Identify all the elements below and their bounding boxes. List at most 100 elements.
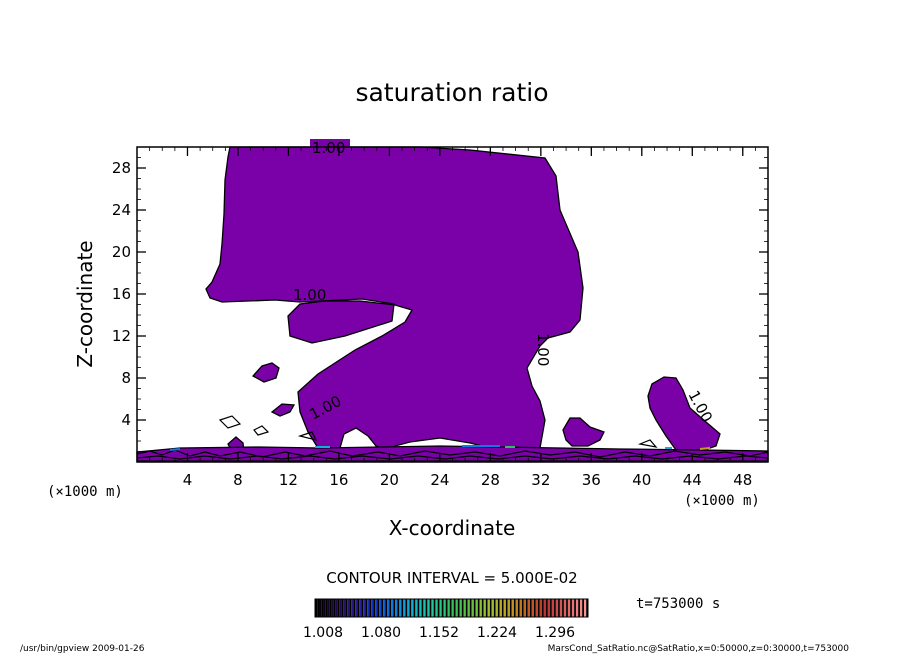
colorbar-stripe: [543, 599, 547, 617]
colorbar-stripe: [419, 599, 422, 617]
colorbar-gap: [321, 599, 324, 617]
colorbar-gap: [525, 599, 528, 617]
colorbar-stripe: [407, 599, 410, 617]
colorbar-tick-label: 1.080: [361, 625, 401, 641]
colorbar-labels: 1.008 1.080 1.152 1.224 1.296: [303, 625, 575, 641]
colorbar-gap: [509, 599, 512, 617]
colorbar-gap: [529, 599, 532, 617]
colorbar-stripe: [379, 599, 382, 617]
colorbar-stripe: [507, 599, 510, 617]
colorbar-gap: [461, 599, 464, 617]
colorbar-stripe: [567, 599, 571, 617]
colorbar-gap: [582, 599, 584, 617]
surface-color-tracers: [169, 445, 711, 451]
colorbar-gap: [421, 599, 424, 617]
colorbar-gap: [381, 599, 384, 617]
mid-left-blob: [270, 403, 296, 417]
colorbar-gap: [425, 599, 428, 617]
contour-label: 1.00: [312, 139, 345, 157]
colorbar-stripe: [467, 599, 470, 617]
colorbar-gap: [558, 599, 560, 617]
colorbar-stripe: [399, 599, 402, 617]
x-axis-ticks: 4 8 12 16 20 24 28 32 36 40 44 48: [136, 147, 769, 489]
colorbar-gap: [337, 599, 340, 617]
contour-interval-label: CONTOUR INTERVAL = 5.000E-02: [326, 569, 577, 587]
colorbar-gap: [497, 599, 500, 617]
colorbar-stripe: [451, 599, 454, 617]
colorbar-stripe: [455, 599, 458, 617]
colorbar-stripe: [479, 599, 482, 617]
colorbar-stripe: [559, 599, 563, 617]
y-axis-label: Z-coordinate: [73, 240, 97, 367]
x-tick-label: 16: [329, 471, 348, 489]
colorbar-gap: [437, 599, 440, 617]
colorbar-stripe: [359, 599, 362, 617]
colorbar-stripe: [555, 599, 559, 617]
colorbar-gap: [570, 599, 572, 617]
y-tick-label: 28: [112, 159, 131, 177]
colorbar-gap: [361, 599, 364, 617]
colorbar: [315, 599, 588, 617]
colorbar-stripe: [315, 599, 318, 617]
colorbar-gap: [329, 599, 332, 617]
time-label: t=753000 s: [636, 596, 720, 612]
colorbar-stripe: [431, 599, 434, 617]
colorbar-gap: [457, 599, 460, 617]
colorbar-gap: [333, 599, 336, 617]
colorbar-stripe: [415, 599, 418, 617]
footer-right: MarsCond_SatRatio.nc@SatRatio,x=0:50000,…: [548, 644, 850, 654]
colorbar-gap: [409, 599, 412, 617]
colorbar-stripe: [531, 599, 535, 617]
colorbar-stripe: [351, 599, 354, 617]
colorbar-gap: [574, 599, 576, 617]
colorbar-stripe: [435, 599, 438, 617]
colorbar-gap: [341, 599, 344, 617]
colorbar-gap: [397, 599, 400, 617]
colorbar-gap: [453, 599, 456, 617]
colorbar-stripe: [463, 599, 466, 617]
colorbar-stripe: [571, 599, 575, 617]
colorbar-stripe: [503, 599, 506, 617]
colorbar-gap: [385, 599, 388, 617]
x-tick-label: 48: [733, 471, 752, 489]
colorbar-stripe: [483, 599, 486, 617]
y-tick-label: 20: [112, 243, 131, 261]
contour-label: 1.00: [534, 333, 552, 366]
colorbar-gap: [449, 599, 452, 617]
colorbar-stripe: [343, 599, 346, 617]
colorbar-gap: [505, 599, 508, 617]
x-tick-label: 28: [481, 471, 500, 489]
left-blob: [251, 362, 280, 383]
colorbar-gap: [325, 599, 328, 617]
y-tick-label: 16: [112, 285, 131, 303]
colorbar-gap: [369, 599, 372, 617]
right-plume: [647, 376, 721, 453]
colorbar-stripe: [331, 599, 334, 617]
contour-label: 1.00: [293, 286, 326, 304]
colorbar-stripe: [491, 599, 494, 617]
colorbar-stripe: [367, 599, 370, 617]
y-axis-ticks: 4 8 12 16 20 24 28: [112, 146, 768, 463]
colorbar-stripe: [323, 599, 326, 617]
colorbar-gap: [357, 599, 360, 617]
colorbar-stripe: [487, 599, 490, 617]
colorbar-gap: [550, 599, 552, 617]
x-tick-label: 4: [183, 471, 193, 489]
colorbar-tick-label: 1.152: [419, 625, 459, 641]
colorbar-stripe: [447, 599, 450, 617]
colorbar-gap: [493, 599, 496, 617]
colorbar-gap: [405, 599, 408, 617]
colorbar-stripe: [391, 599, 394, 617]
x-axis-unit-left: (×1000 m): [47, 484, 123, 500]
colorbar-gap: [566, 599, 568, 617]
x-tick-label: 36: [582, 471, 601, 489]
colorbar-tick-label: 1.008: [303, 625, 343, 641]
x-tick-label: 24: [430, 471, 449, 489]
main-cloud-region: [205, 146, 584, 457]
x-axis-unit-right: (×1000 m): [684, 493, 760, 509]
colorbar-gap: [413, 599, 416, 617]
colorbar-gap: [417, 599, 420, 617]
right-lower-blob: [562, 417, 605, 447]
colorbar-gap: [353, 599, 356, 617]
